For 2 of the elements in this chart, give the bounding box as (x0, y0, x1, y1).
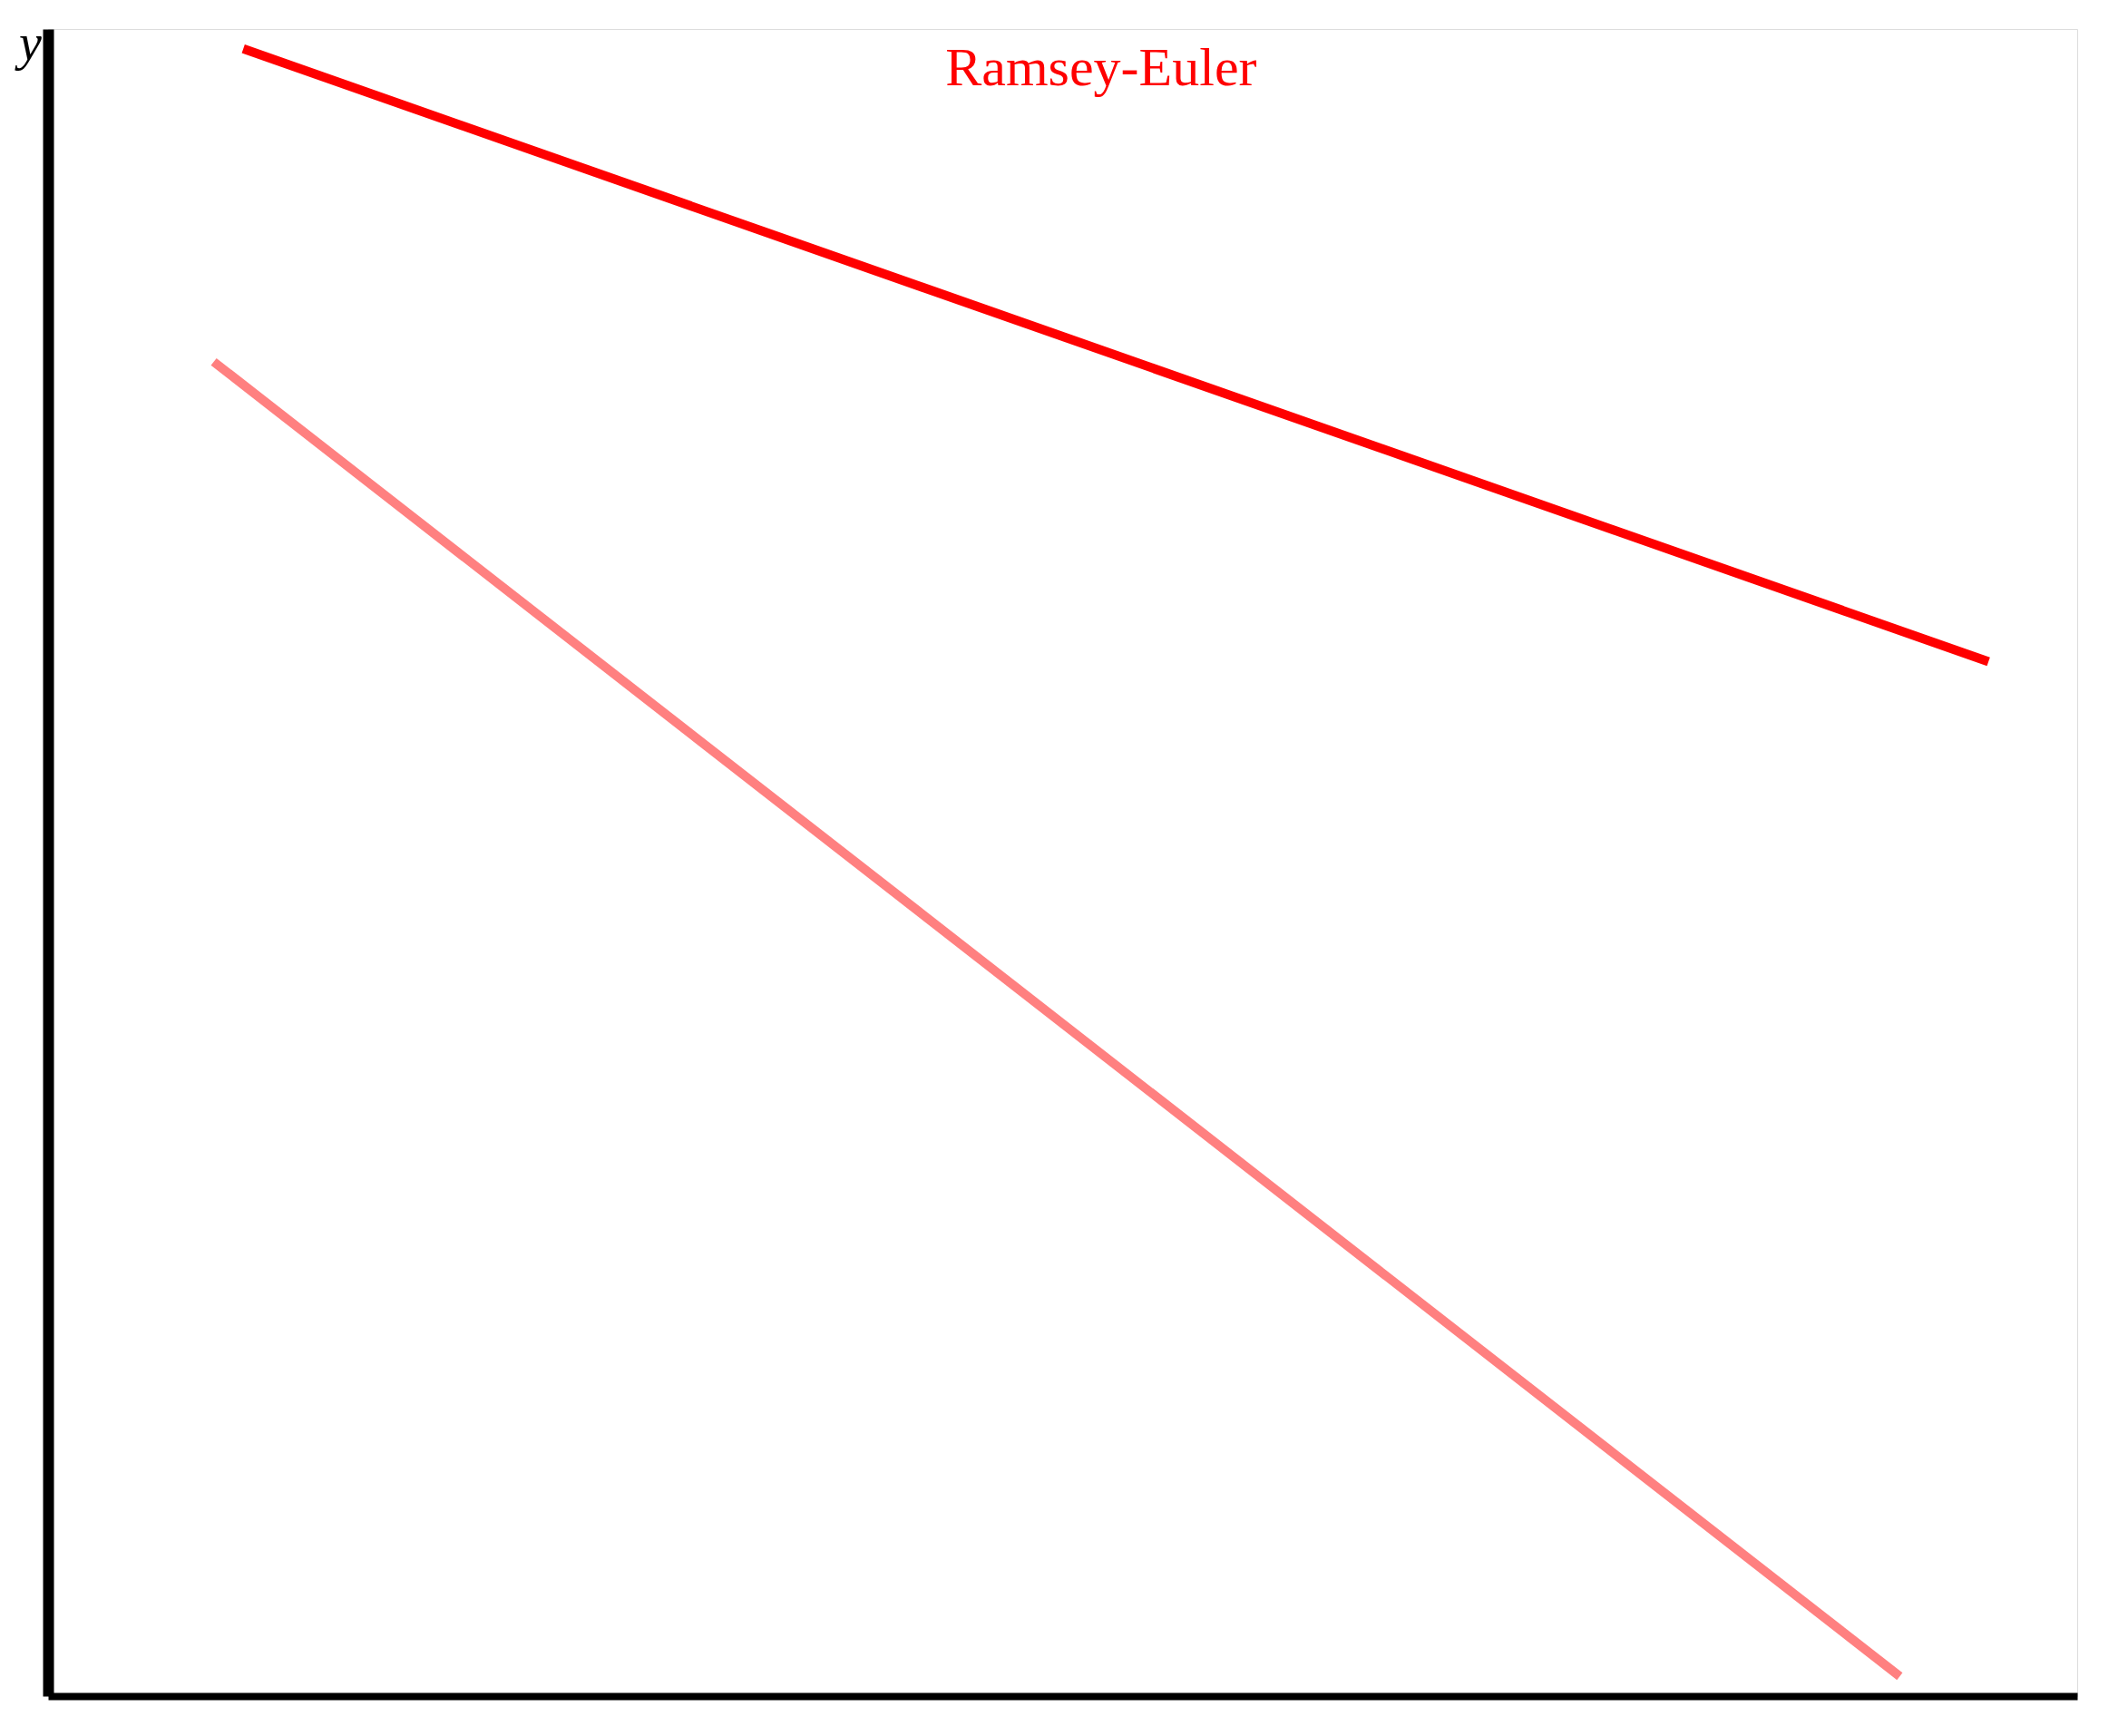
y-axis-title: y (15, 14, 43, 71)
text: Ramsey-Euler (945, 37, 1257, 97)
